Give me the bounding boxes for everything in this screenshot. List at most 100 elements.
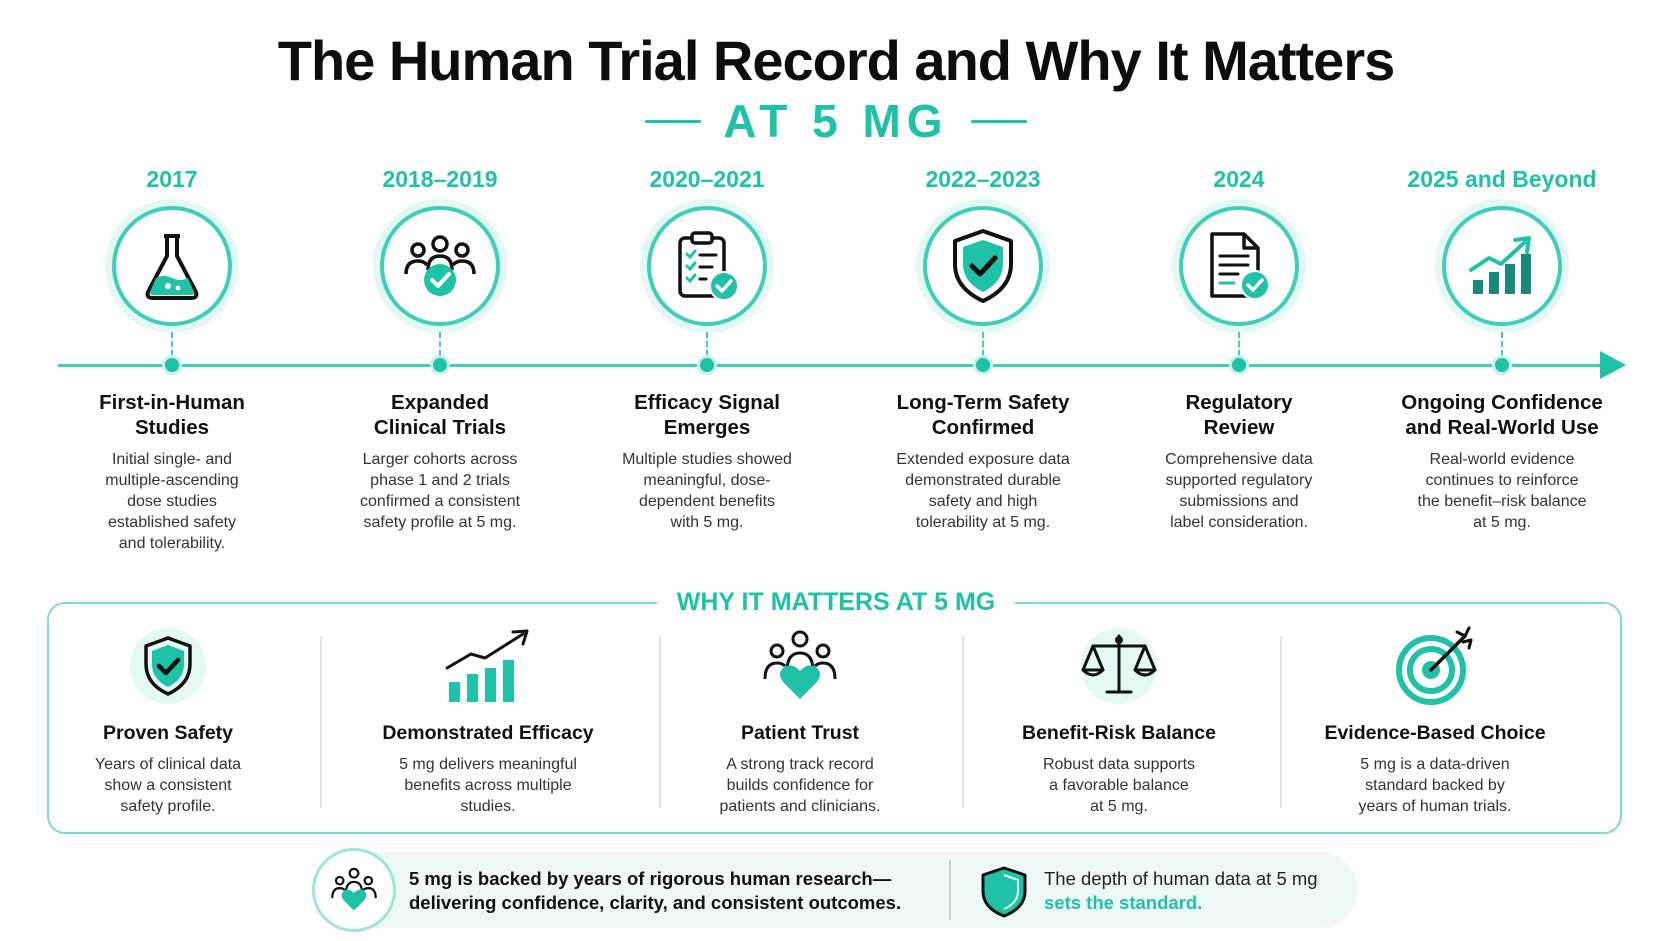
stage-title: Efficacy Signal Emerges [577, 390, 837, 440]
stage-title: Long-Term Safety Confirmed [853, 390, 1113, 440]
footer-tagline: The depth of human data at 5 mg sets the… [1044, 867, 1374, 915]
stage-title-line: Emerges [663, 416, 751, 439]
stage-icon-circle [1442, 206, 1562, 326]
benefit-title: Evidence-Based Choice [1324, 722, 1546, 744]
stage-dot [1229, 355, 1249, 375]
footer-tagline-highlight: sets the standard. [1044, 892, 1203, 913]
shield-icon [981, 866, 1027, 918]
benefit-icon-wrap [655, 626, 945, 706]
people-heart-icon [763, 630, 837, 699]
stage-title: Ongoing Confidence and Real-World Use [1372, 390, 1632, 440]
stage-desc-line: continues to reinforce [1425, 472, 1579, 489]
footer-statement-line: delivering confidence, clarity, and cons… [409, 892, 902, 913]
footer-divider [949, 860, 951, 920]
stage-title-line: Ongoing Confidence [1401, 391, 1603, 414]
stage-stem [1501, 332, 1503, 356]
benefit-icon-wrap [1290, 626, 1580, 706]
stage-desc-line: Comprehensive data [1165, 451, 1313, 468]
shield-check-icon [953, 229, 1013, 303]
stage-description: Multiple studies showed meaningful, dose… [587, 449, 827, 533]
stage-year: 2017 [146, 166, 198, 192]
page-title: The Human Trial Record and Why It Matter… [277, 29, 1396, 92]
footer-statement: 5 mg is backed by years of rigorous huma… [409, 867, 929, 915]
benefit-desc-line: 5 mg delivers meaningful [399, 756, 577, 773]
benefit-desc-line: a favorable balance [1049, 777, 1189, 794]
benefit-benefit-risk-balance: Benefit-Risk Balance Robust data support… [974, 626, 1264, 817]
stage-desc-line: safety profile at 5 mg. [363, 514, 517, 531]
stage-title-line: Long-Term Safety [896, 391, 1070, 414]
benefit-title: Benefit-Risk Balance [1022, 722, 1216, 744]
footer-icon-circle [312, 848, 396, 932]
stage-description: Real-world evidence continues to reinfor… [1382, 449, 1622, 533]
benefit-desc-line: at 5 mg. [1090, 798, 1148, 815]
clipboard-check-icon [678, 231, 739, 301]
stage-title: Regulatory Review [1109, 390, 1369, 440]
stage-year: 2018–2019 [382, 166, 498, 192]
benefit-title: Proven Safety [102, 722, 234, 744]
stage-desc-line: with 5 mg. [670, 514, 744, 531]
stage-icon-circle [1179, 206, 1299, 326]
benefit-desc-line: Years of clinical data [94, 756, 242, 773]
timeline-arrowhead [1600, 351, 1626, 379]
flask-icon [145, 234, 199, 300]
stage-desc-line: meaningful, dose- [643, 472, 771, 489]
stage-title-line: Review [1203, 416, 1275, 439]
stage-dot [1492, 355, 1512, 375]
benefit-description: 5 mg delivers meaningful benefits across… [343, 754, 633, 817]
stage-desc-line: established safety [107, 514, 237, 531]
stage-desc-line: Larger cohorts across [362, 451, 518, 468]
stage-title-line: First-in-Human [99, 391, 245, 414]
people-heart-icon [331, 867, 377, 911]
stage-desc-line: Extended exposure data [896, 451, 1070, 468]
group-check-icon [404, 235, 476, 296]
stage-title-line: Confirmed [931, 416, 1035, 439]
stage-title-line: Expanded [391, 391, 489, 414]
benefit-desc-line: studies. [460, 798, 516, 815]
stage-title-line: and Real-World Use [1405, 416, 1599, 439]
subtitle-dash-left [645, 119, 702, 123]
subtitle-row: AT 5 MG [0, 94, 1672, 148]
footer-tagline-line: The depth of human data at 5 mg [1044, 868, 1318, 889]
stage-stem [982, 332, 984, 356]
benefit-title: Demonstrated Efficacy [382, 722, 594, 744]
stage-dot [973, 355, 993, 375]
stage-desc-line: multiple-ascending [105, 472, 239, 489]
stage-stem [171, 332, 173, 356]
footer-banner [318, 852, 1358, 928]
benefit-desc-line: show a consistent [104, 777, 232, 794]
stage-desc-line: supported regulatory [1165, 472, 1313, 489]
benefit-desc-line: builds confidence for [726, 777, 874, 794]
stage-year: 2022–2023 [925, 166, 1041, 192]
stage-desc-line: demonstrated durable [905, 472, 1061, 489]
benefit-desc-line: Robust data supports [1042, 756, 1196, 773]
document-check-icon [1210, 232, 1270, 300]
stage-dot [162, 355, 182, 375]
stage-stem [1238, 332, 1240, 356]
stage-title: First-in-Human Studies [42, 390, 302, 440]
stage-desc-line: Real-world evidence [1429, 451, 1575, 468]
stage-desc-line: dependent benefits [638, 493, 776, 510]
panel-divider [659, 636, 661, 808]
stage-icon-circle [647, 206, 767, 326]
footer-statement-line: 5 mg is backed by years of rigorous huma… [409, 868, 892, 889]
benefit-patient-trust: Patient Trust A strong track record buil… [655, 626, 945, 817]
benefit-desc-line: standard backed by [1365, 777, 1505, 794]
timeline-line [58, 364, 1603, 367]
benefit-desc-line: A strong track record [726, 756, 874, 773]
benefit-description: Years of clinical data show a consistent… [23, 754, 313, 817]
target-arrow-icon [1396, 626, 1473, 705]
stage-icon-circle [112, 206, 232, 326]
benefit-desc-line: safety profile. [120, 798, 216, 815]
stage-desc-line: at 5 mg. [1473, 514, 1531, 531]
why-it-matters-title: WHY IT MATTERS AT 5 MG [656, 588, 1016, 616]
benefit-proven-safety: Proven Safety Years of clinical data sho… [23, 626, 313, 817]
stage-desc-line: confirmed a consistent [359, 493, 521, 510]
stage-title-line: Efficacy Signal [634, 391, 780, 414]
stage-title-line: Clinical Trials [373, 416, 507, 439]
stage-year: 2025 and Beyond [1407, 166, 1597, 192]
benefit-desc-line: patients and clinicians. [719, 798, 881, 815]
stage-description: Extended exposure data demonstrated dura… [863, 449, 1103, 533]
stage-desc-line: phase 1 and 2 trials [370, 472, 510, 489]
why-it-matters-heading: WHY IT MATTERS AT 5 MG [0, 588, 1672, 617]
benefit-desc-line: benefits across multiple [404, 777, 572, 794]
